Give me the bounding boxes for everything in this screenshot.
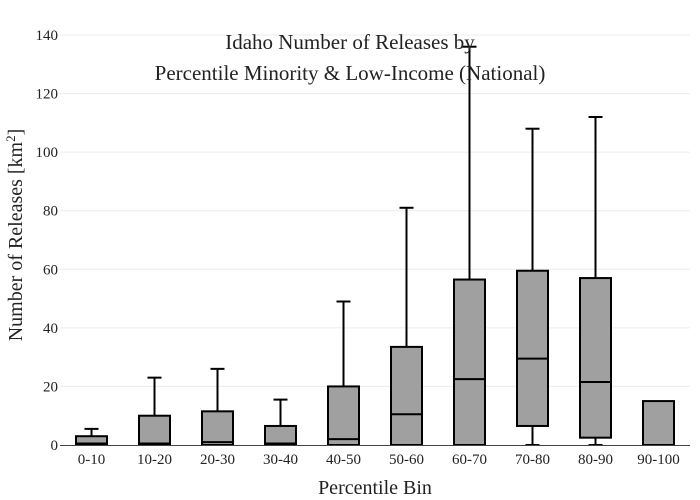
x-tick-label: 60-70 xyxy=(452,452,487,468)
y-tick-label: 0 xyxy=(51,438,59,454)
x-tick-label: 70-80 xyxy=(515,452,550,468)
box-40-50 xyxy=(327,300,360,446)
iqr-box xyxy=(390,345,423,446)
iqr-box xyxy=(201,410,234,447)
iqr-box xyxy=(516,269,549,427)
y-tick-label: 140 xyxy=(36,28,59,44)
y-tick-label: 20 xyxy=(43,379,58,395)
x-axis-title: Percentile Bin xyxy=(318,477,432,499)
box-80-90 xyxy=(579,116,612,446)
y-tick-label: 60 xyxy=(43,262,58,278)
box-20-30 xyxy=(201,367,234,447)
iqr-box xyxy=(138,414,171,447)
iqr-box xyxy=(453,278,486,446)
boxes xyxy=(75,45,675,447)
box-70-80 xyxy=(516,127,549,446)
y-axis-title-main: Number of Releases [km xyxy=(5,141,27,341)
iqr-box xyxy=(264,424,297,447)
y-axis-title-superscript: 2 xyxy=(3,135,18,142)
box-30-40 xyxy=(264,398,297,447)
y-tick-label: 120 xyxy=(36,87,59,103)
x-tick-label: 20-30 xyxy=(200,452,235,468)
y-tick-label: 40 xyxy=(43,321,58,337)
x-tick-label: 40-50 xyxy=(326,452,361,468)
chart-title-line-2: Percentile Minority & Low-Income (Nation… xyxy=(155,61,546,85)
y-axis-title-suffix: ] xyxy=(5,129,27,136)
x-tick-label: 30-40 xyxy=(263,452,298,468)
x-tick-label: 0-10 xyxy=(78,452,106,468)
y-tick-label: 80 xyxy=(43,204,58,220)
box-60-70 xyxy=(453,45,486,446)
x-tick-label: 10-20 xyxy=(137,452,172,468)
x-axis-ticks: 0-10 10-20 20-30 30-40 40-50 50-60 60-70 70-80 8… xyxy=(78,452,680,468)
x-tick-label: 80-90 xyxy=(578,452,613,468)
x-tick-label: 90-100 xyxy=(637,452,680,468)
box-90-100 xyxy=(642,400,675,447)
box-0-10 xyxy=(75,427,108,447)
iqr-box xyxy=(642,400,675,447)
y-tick-label: 100 xyxy=(36,145,59,161)
y-axis-title: Number of Releases [km2] xyxy=(3,129,28,342)
x-tick-label: 50-60 xyxy=(389,452,424,468)
box-10-20 xyxy=(138,376,171,447)
y-axis-ticks: 0 20 40 60 80 100 120 140 xyxy=(36,28,59,454)
iqr-box xyxy=(327,385,360,446)
chart-title-line-1: Idaho Number of Releases by xyxy=(225,30,475,54)
iqr-box xyxy=(579,277,612,439)
box-50-60 xyxy=(390,206,423,446)
gridlines xyxy=(60,34,690,387)
